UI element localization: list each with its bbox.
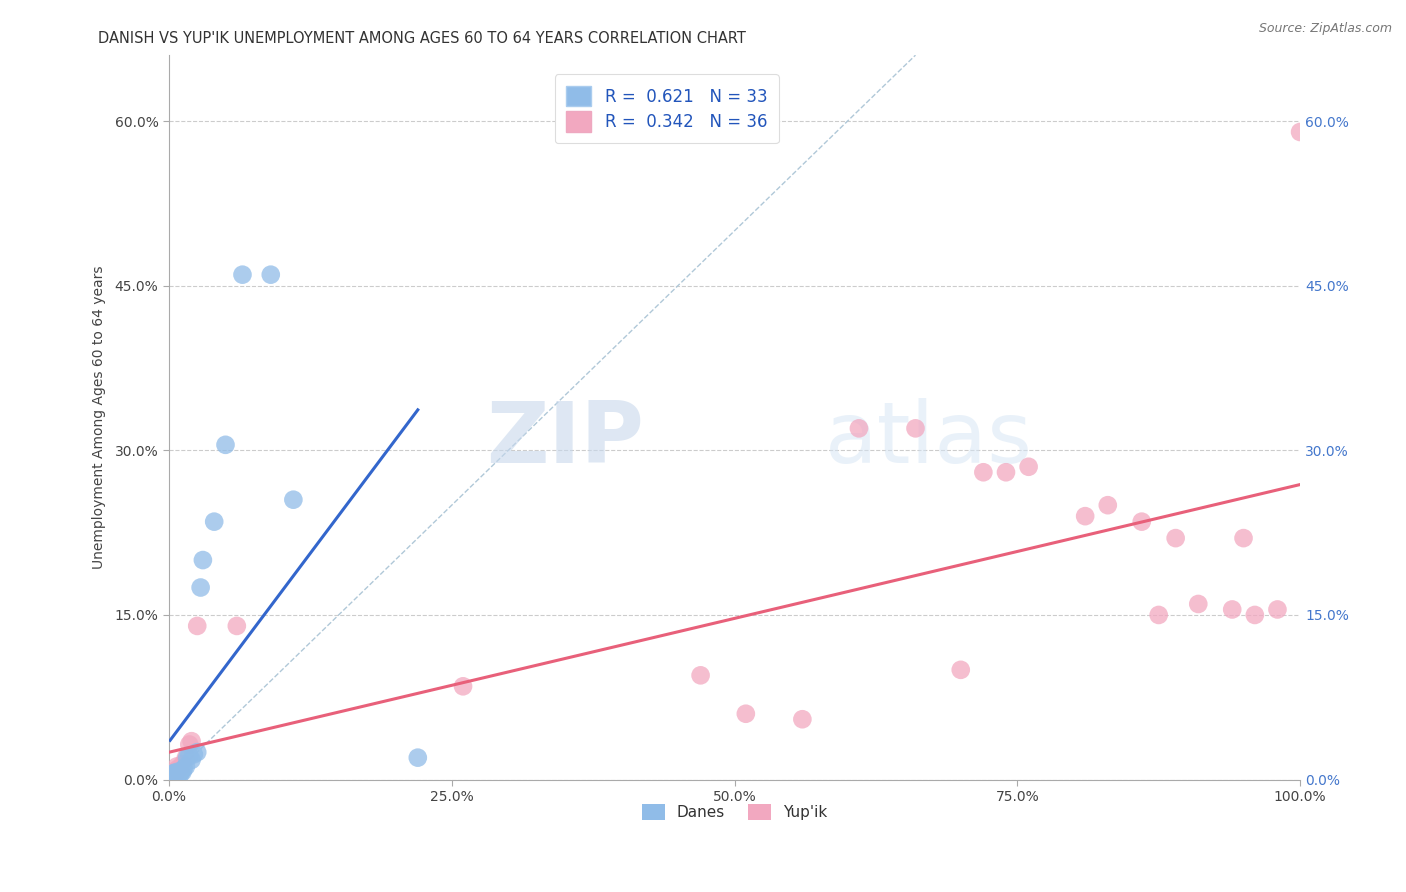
Point: [173, 762, 195, 776]
Point: [1289, 125, 1312, 139]
Point: [160, 767, 183, 781]
Point: [169, 767, 191, 781]
Point: [167, 762, 190, 776]
Point: [734, 706, 756, 721]
Point: [186, 619, 208, 633]
Point: [260, 268, 283, 282]
Point: [1164, 531, 1187, 545]
Point: [176, 750, 198, 764]
Point: [904, 421, 927, 435]
Point: [1232, 531, 1254, 545]
Point: [172, 764, 194, 779]
Point: [174, 759, 197, 773]
Point: [159, 769, 181, 783]
Point: [162, 766, 184, 780]
Point: [167, 768, 190, 782]
Point: [166, 764, 188, 779]
Point: [166, 767, 188, 781]
Point: [225, 619, 247, 633]
Point: [162, 769, 184, 783]
Point: [406, 750, 429, 764]
Point: [163, 767, 186, 781]
Point: [180, 753, 202, 767]
Point: [848, 421, 870, 435]
Point: [179, 738, 201, 752]
Point: [1267, 602, 1289, 616]
Point: [183, 747, 205, 762]
Point: [174, 750, 197, 764]
Point: [972, 465, 994, 479]
Point: [1097, 498, 1119, 512]
Point: [1018, 459, 1040, 474]
Y-axis label: Unemployment Among Ages 60 to 64 years: Unemployment Among Ages 60 to 64 years: [93, 266, 107, 569]
Point: [451, 679, 474, 693]
Point: [214, 438, 236, 452]
Point: [689, 668, 711, 682]
Point: [1187, 597, 1209, 611]
Text: DANISH VS YUP'IK UNEMPLOYMENT AMONG AGES 60 TO 64 YEARS CORRELATION CHART: DANISH VS YUP'IK UNEMPLOYMENT AMONG AGES…: [98, 31, 747, 46]
Point: [159, 771, 181, 785]
Point: [169, 764, 191, 779]
Point: [949, 663, 972, 677]
Point: [202, 515, 225, 529]
Point: [1074, 509, 1097, 524]
Point: [166, 759, 188, 773]
Point: [231, 268, 253, 282]
Text: ZIP: ZIP: [486, 398, 644, 481]
Point: [994, 465, 1017, 479]
Point: [1147, 607, 1170, 622]
Point: [1130, 515, 1153, 529]
Point: [172, 757, 194, 772]
Point: [283, 492, 305, 507]
Point: [163, 769, 186, 783]
Point: [165, 768, 187, 782]
Point: [180, 734, 202, 748]
Point: [1220, 602, 1243, 616]
Point: [1243, 607, 1265, 622]
Point: [165, 766, 187, 780]
Point: [162, 768, 184, 782]
Point: [190, 581, 212, 595]
Point: [179, 748, 201, 763]
Point: [160, 769, 183, 783]
Point: [162, 768, 184, 782]
Point: [160, 768, 183, 782]
Legend: Danes, Yup'ik: Danes, Yup'ik: [636, 798, 834, 826]
Text: Source: ZipAtlas.com: Source: ZipAtlas.com: [1258, 22, 1392, 36]
Point: [186, 745, 208, 759]
Text: atlas: atlas: [825, 398, 1033, 481]
Point: [170, 764, 193, 778]
Point: [165, 764, 187, 778]
Point: [167, 766, 190, 780]
Point: [162, 767, 184, 781]
Point: [163, 767, 186, 781]
Point: [191, 553, 214, 567]
Point: [792, 712, 814, 726]
Point: [162, 766, 184, 780]
